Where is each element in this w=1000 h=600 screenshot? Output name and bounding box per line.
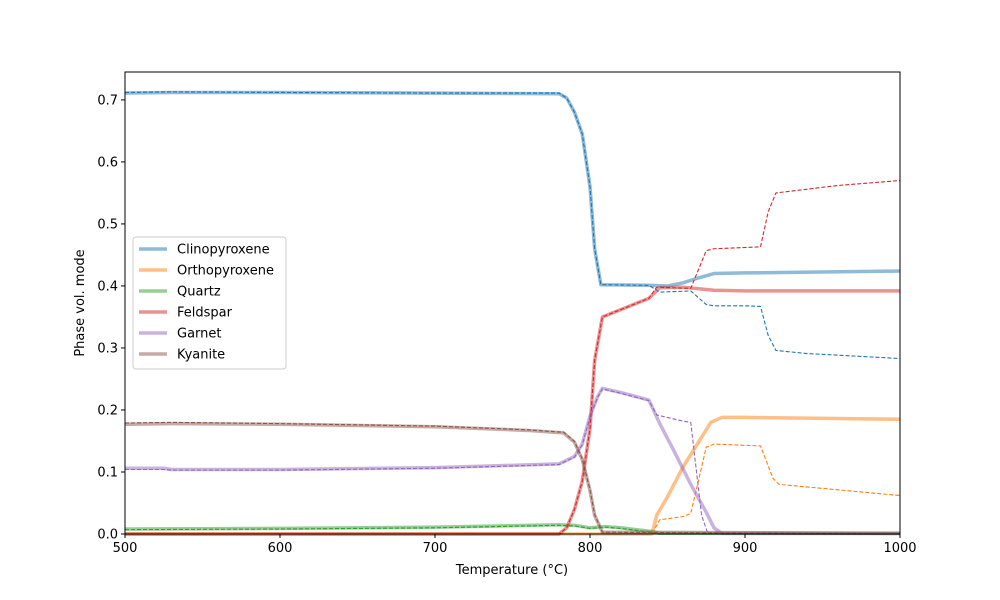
legend-label-orthopyroxene: Orthopyroxene xyxy=(177,264,274,279)
x-tick-label: 700 xyxy=(423,541,448,556)
series-line-garnet xyxy=(125,386,900,536)
y-tick-label: 0.7 xyxy=(97,93,118,108)
x-tick-label: 500 xyxy=(113,541,138,556)
series-dashed-line-11 xyxy=(124,421,901,535)
series-line-orthopyroxene xyxy=(125,415,901,536)
x-tick-label: 800 xyxy=(578,541,603,556)
legend-box xyxy=(132,236,287,370)
series-dashed-line-9 xyxy=(125,179,901,535)
y-tick-label: 0.2 xyxy=(97,403,118,418)
y-tick-label: 0.4 xyxy=(97,279,118,294)
series-layer xyxy=(124,90,901,536)
legend-label-garnet: Garnet xyxy=(177,327,222,342)
series-dashed-line-7 xyxy=(125,443,901,535)
y-tick-label: 0.0 xyxy=(97,528,118,543)
x-axis: 500 600 700 800 900 1000 xyxy=(113,534,917,556)
y-tick-label: 0.6 xyxy=(97,155,118,170)
x-axis-label: Temperature (°C) xyxy=(455,563,568,578)
series-dashed-line-6 xyxy=(124,91,901,360)
legend-label-clinopyroxene: Clinopyroxene xyxy=(177,243,270,258)
x-tick-label: 1000 xyxy=(883,541,916,556)
series-dashed-line-10 xyxy=(125,388,901,535)
legend-label-kyanite: Kyanite xyxy=(177,348,225,363)
x-tick-label: 600 xyxy=(268,541,293,556)
y-tick-label: 0.5 xyxy=(97,217,118,232)
y-axis-label: Phase vol. mode xyxy=(73,249,88,356)
legend-label-quartz: Quartz xyxy=(177,285,221,300)
legend: Clinopyroxene Orthopyroxene Quartz Feldspar… xyxy=(132,236,287,370)
plot-frame xyxy=(124,71,901,535)
y-tick-label: 0.1 xyxy=(97,465,118,480)
legend-label-feldspar: Feldspar xyxy=(177,306,233,321)
x-tick-label: 900 xyxy=(733,541,758,556)
y-axis: 0.0 0.1 0.2 0.3 0.4 0.5 0.6 0.7 xyxy=(97,93,125,543)
y-tick-label: 0.3 xyxy=(97,341,118,356)
